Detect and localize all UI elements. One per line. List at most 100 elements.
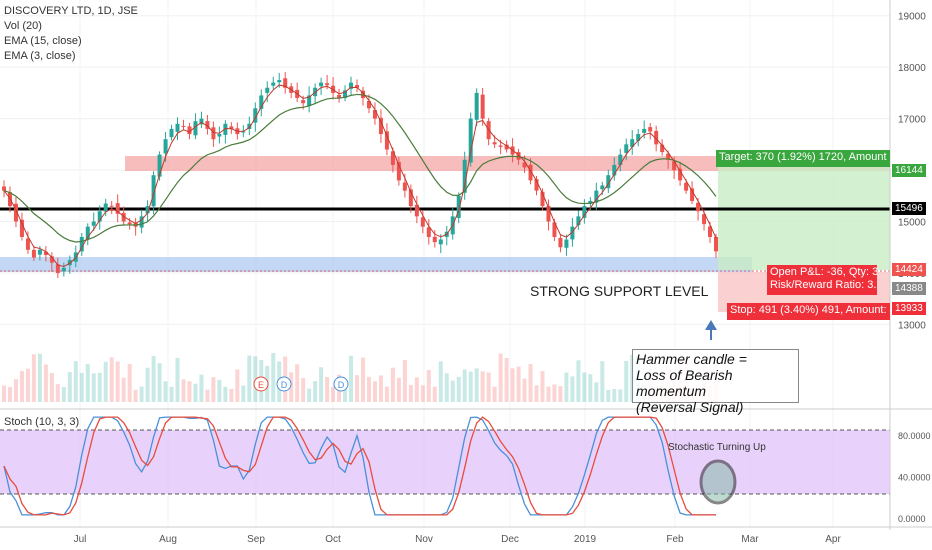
candle-body — [259, 95, 264, 109]
volume-bar — [480, 371, 485, 402]
candle-body — [79, 236, 84, 252]
candle-body — [19, 219, 24, 237]
volume-bar — [558, 386, 563, 402]
volume-bar — [229, 388, 234, 402]
volume-bar — [211, 377, 216, 402]
volume-bar — [295, 364, 300, 402]
time-tick-label: Dec — [501, 534, 519, 545]
volume-bar — [414, 377, 419, 402]
resistance-zone — [125, 156, 890, 171]
volume-bar — [498, 353, 503, 402]
candle-body — [319, 82, 324, 87]
rr-line: Risk/Reward Ratio: 3.5 — [770, 279, 877, 291]
pnl-label[interactable]: Open P&L: -36, Qty: 3 Risk/Reward Ratio:… — [767, 265, 877, 295]
candle-body — [103, 203, 108, 212]
ema15-label[interactable]: EMA (15, close) — [4, 35, 82, 47]
candle-body — [582, 206, 587, 218]
volume-bar — [289, 372, 294, 402]
earnings-marker — [253, 376, 269, 392]
volume-bar — [528, 364, 533, 402]
candle-body — [600, 185, 605, 190]
volume-bar — [145, 367, 150, 402]
stoch-title[interactable]: Stoch (10, 3, 3) — [4, 416, 80, 428]
candle-body — [247, 123, 252, 130]
candle-body — [642, 128, 647, 133]
ema15-line — [3, 93, 717, 243]
volume-bar — [540, 371, 545, 402]
candle-body — [37, 249, 42, 255]
time-tick-label: Feb — [666, 534, 684, 545]
candle-body — [91, 221, 96, 226]
volume-bar — [67, 372, 72, 402]
volume-bar — [534, 385, 539, 402]
stoch-tick-label: 0.0000 — [898, 514, 926, 524]
volume-bar — [594, 382, 599, 402]
candle-body — [97, 211, 102, 222]
candle-body — [414, 204, 419, 217]
candle-body — [702, 214, 707, 225]
volume-bar — [618, 389, 623, 402]
candle-body — [169, 128, 174, 138]
candle-body — [630, 139, 635, 147]
stoch-axis[interactable]: 0.0000 40.0000 80.0000 — [898, 431, 931, 524]
time-tick-label: 2019 — [574, 534, 597, 545]
callout-line: (Reversal Signal) — [636, 399, 744, 415]
target-label[interactable]: Target: 370 (1.92%) 1720, Amount — [716, 150, 890, 167]
candle-body — [355, 85, 360, 88]
candle-body — [43, 251, 48, 255]
ema3-label[interactable]: EMA (3, close) — [4, 50, 76, 62]
volume-bar — [576, 360, 581, 402]
vol-label[interactable]: Vol (20) — [4, 20, 42, 32]
candle-body — [522, 162, 527, 168]
hammer-callout: Hammer candle = Loss of Bearish momentum… — [632, 349, 799, 415]
volume-bar — [510, 368, 515, 402]
volume-bar — [139, 386, 144, 402]
dividend-marker — [276, 376, 292, 392]
candle-body — [456, 195, 461, 218]
volume-bar — [121, 377, 126, 402]
volume-bar — [199, 374, 204, 402]
candle-body — [325, 83, 330, 86]
price-tick-label: 13000 — [898, 320, 926, 331]
volume-bar — [163, 381, 168, 402]
volume-bar — [31, 354, 36, 402]
hammer-arrow — [705, 320, 717, 340]
candle-body — [636, 134, 641, 141]
candle-body — [349, 82, 354, 89]
support-zone — [0, 257, 752, 272]
symbol-title[interactable]: DISCOVERY LTD, 1D, JSE — [4, 5, 138, 17]
volume-bar — [151, 355, 156, 402]
candle-body — [283, 78, 288, 88]
svg-text:E: E — [258, 380, 264, 390]
candle-body — [480, 94, 485, 119]
volume-bar — [444, 373, 449, 402]
volume-bar — [223, 386, 228, 402]
candle-body — [61, 267, 66, 272]
volume-bar — [217, 379, 222, 402]
candle-body — [157, 154, 162, 177]
volume-bar — [486, 372, 491, 402]
volume-bar — [349, 355, 354, 402]
stop-label[interactable]: Stop: 491 (3.40%) 491, Amount: 4 — [727, 303, 890, 320]
candle-body — [402, 182, 407, 191]
candle-body — [504, 144, 509, 150]
volume-bar — [2, 385, 6, 402]
volume-bar — [570, 376, 575, 402]
price-tag-entry: 14388 — [892, 282, 926, 295]
volume-bar — [468, 371, 473, 402]
candle-body — [2, 186, 6, 191]
volume-bar — [205, 389, 210, 402]
volume-bar — [456, 376, 461, 402]
volume-bar — [247, 355, 252, 402]
time-axis[interactable]: Jul Aug Sep Oct Nov Dec 2019 Feb Mar Apr — [74, 534, 842, 545]
candle-body — [576, 216, 581, 226]
volume-bar — [49, 373, 54, 402]
candle-body — [163, 139, 168, 154]
volume-bar — [43, 364, 48, 402]
candle-body — [193, 121, 198, 136]
volume-bar — [390, 367, 395, 402]
volume-bar — [600, 361, 605, 402]
volume-bar — [612, 388, 617, 402]
volume-bar — [37, 353, 42, 402]
